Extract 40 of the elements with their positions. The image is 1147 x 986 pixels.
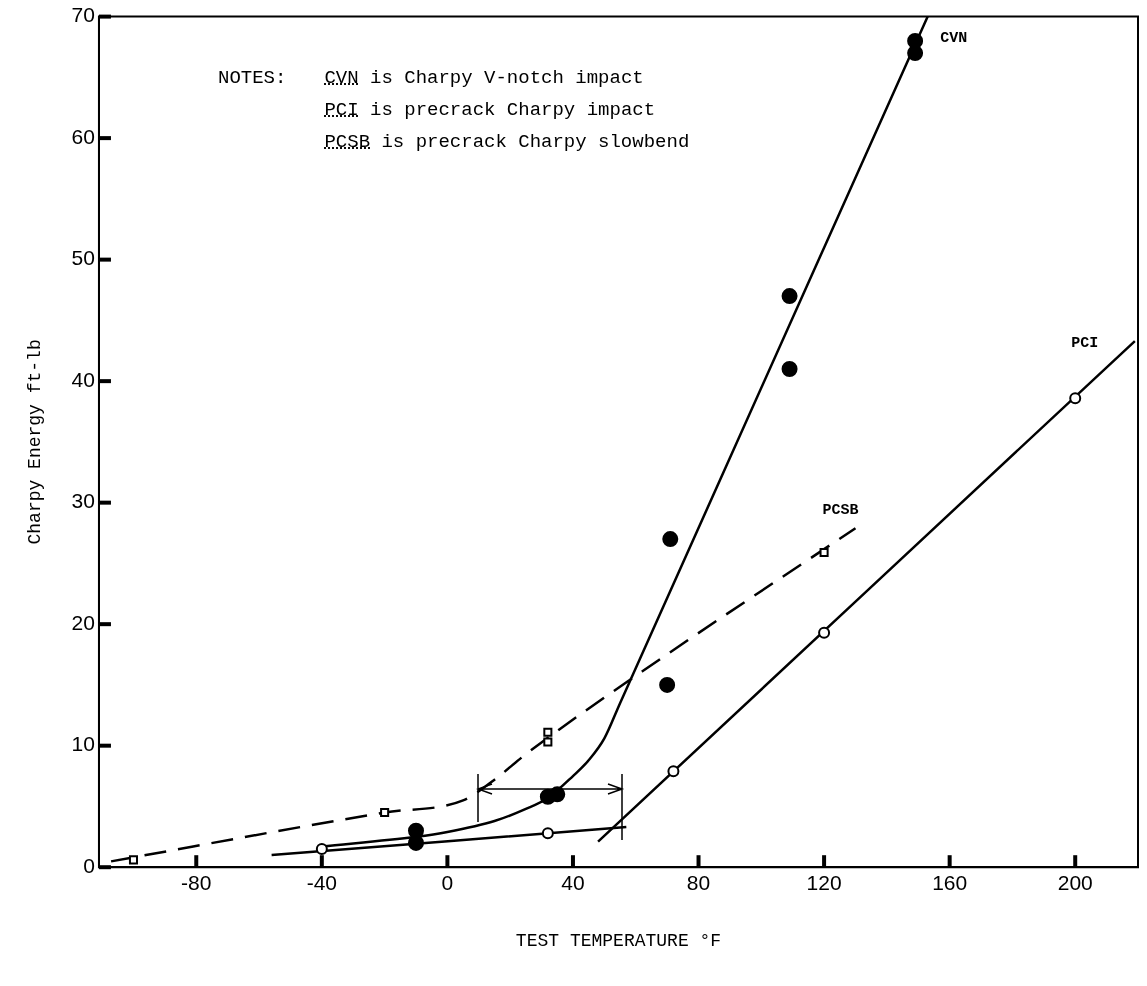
point: [543, 737, 553, 747]
point: [128, 855, 139, 865]
point: [1069, 392, 1082, 405]
series-label: PCI: [1071, 334, 1099, 352]
point: [662, 531, 679, 548]
point: [543, 727, 553, 737]
point: [781, 360, 798, 377]
annotation: PCI is precrack Charpy impact: [324, 98, 657, 123]
point: [315, 842, 328, 855]
x-tick-label: 120: [806, 870, 842, 894]
y-tick-label: 30: [71, 489, 95, 513]
point: [380, 807, 390, 818]
x-tick-label: 160: [932, 870, 968, 894]
point: [667, 765, 680, 778]
y-tick-label: 10: [71, 732, 95, 756]
x-tick-label: 0: [441, 870, 454, 894]
series-label: PCSB: [822, 501, 859, 519]
y-axis-title: Charpy Energy ft-lb: [24, 339, 45, 545]
annotation: CVN is Charpy V-notch impact: [324, 66, 645, 91]
y-tick-label: 20: [71, 610, 95, 634]
point: [818, 626, 831, 639]
y-tick-label: 50: [71, 246, 95, 270]
y-tick-label: 40: [71, 367, 95, 391]
x-axis-title: TEST TEMPERATURE °F: [515, 930, 722, 951]
annotation: PCSB is precrack Charpy slowbend: [324, 130, 690, 155]
point: [819, 547, 829, 558]
y-tick-label: 70: [71, 3, 95, 27]
x-tick-label: -40: [306, 870, 338, 894]
point: [781, 288, 798, 305]
x-tick-label: -80: [181, 870, 212, 894]
x-tick-label: 80: [686, 870, 711, 894]
x-tick-label: 40: [561, 870, 585, 894]
series-label: CVN: [940, 30, 968, 48]
point: [541, 827, 554, 840]
annotation: NOTES:: [218, 66, 287, 91]
point: [907, 45, 924, 62]
point: [659, 676, 676, 693]
y-tick-label: 60: [71, 124, 95, 148]
y-tick-label: 0: [83, 854, 95, 877]
x-tick-label: 200: [1057, 870, 1093, 894]
